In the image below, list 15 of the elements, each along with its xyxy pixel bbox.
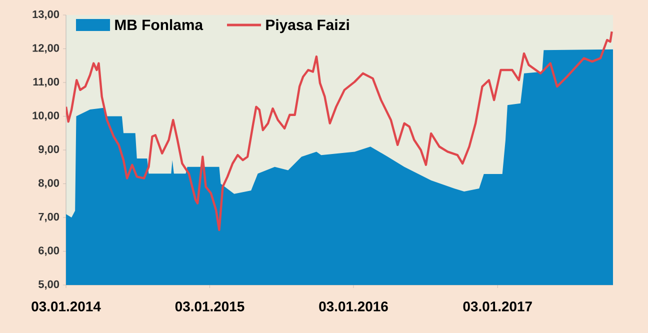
x-tick-label: 03.01.2015 [175,302,244,312]
y-tick-label: 12,00 [32,44,60,54]
y-tick-label: 8,00 [38,179,60,188]
x-tick-label: 03.01.2017 [463,302,532,312]
y-tick-label: 11,00 [33,78,60,88]
legend-label: MB Fonlama [115,19,204,30]
x-tick-label: 03.01.2016 [319,302,388,312]
y-tick-label: 10,00 [32,112,60,121]
y-tick-label: 7,00 [38,212,60,222]
legend-label: Piyasa Faizi [266,19,349,34]
y-tick-label: 6,00 [38,246,60,256]
x-tick-label: 03.01.2014 [32,302,101,312]
y-tick-label: 5,00 [38,280,60,290]
y-tick-label: 13,00 [32,10,60,20]
y-tick-label: 9,00 [38,145,60,155]
